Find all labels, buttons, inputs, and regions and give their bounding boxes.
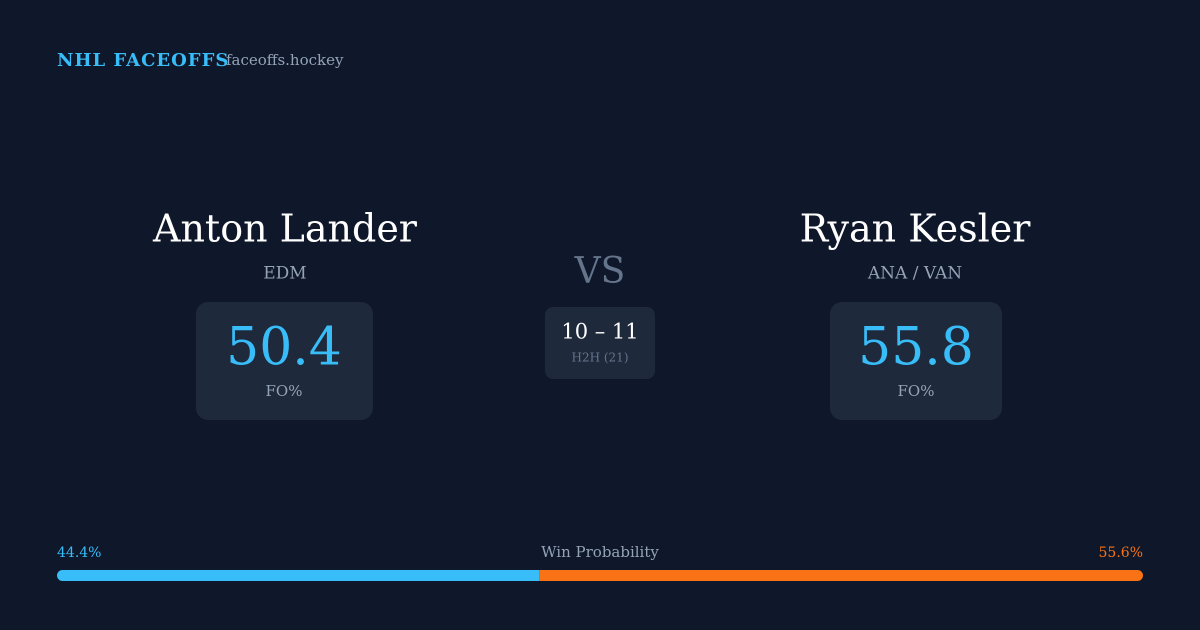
stat-box (196, 302, 373, 420)
left-probability: 44.4% (57, 545, 101, 561)
stat-box (830, 302, 1002, 420)
fo-label: FO% (898, 382, 935, 400)
fo-label: FO% (266, 382, 303, 400)
right-probability: 55.6% (1099, 545, 1143, 561)
brand-site: faceoffs.hockey (226, 51, 344, 69)
player-name: Anton Lander (152, 207, 418, 251)
right-bar (539, 570, 1143, 581)
h2h-label: H2H (21) (571, 351, 628, 365)
player-team: ANA / VAN (867, 264, 962, 284)
h2h-box (545, 307, 655, 379)
brand-title: NHL FACEOFFS (57, 50, 229, 71)
left-bar (57, 570, 540, 581)
probability-bar (57, 570, 1143, 581)
versus: VS (574, 251, 626, 292)
player-team: EDM (263, 264, 306, 284)
fo-value: 50.4 (226, 318, 342, 378)
h2h-score: 10 – 11 (561, 320, 638, 344)
player-name: Ryan Kesler (800, 207, 1032, 251)
fo-value: 55.8 (858, 318, 974, 378)
probability-title: Win Probability (541, 543, 659, 561)
